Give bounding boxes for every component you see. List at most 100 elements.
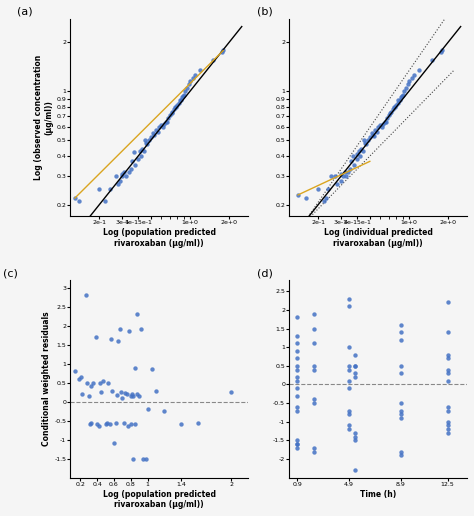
Point: [98, 388, 105, 396]
Point: [364, 136, 371, 144]
Point: [194, 418, 201, 427]
Point: [71, 194, 79, 202]
Point: [178, 93, 186, 101]
Point: [150, 131, 158, 139]
Point: [293, 347, 301, 355]
Point: [179, 92, 187, 101]
Point: [381, 118, 388, 126]
Point: [345, 407, 353, 415]
Point: [395, 96, 402, 104]
Point: [101, 197, 109, 205]
Point: [331, 172, 339, 180]
Point: [87, 382, 94, 391]
Point: [128, 390, 136, 398]
Point: [379, 120, 387, 128]
Point: [166, 111, 173, 120]
Point: [354, 155, 361, 164]
Point: [337, 177, 345, 185]
Point: [164, 118, 171, 126]
Point: [374, 123, 382, 132]
Point: [343, 172, 350, 180]
Point: [118, 394, 126, 402]
X-axis label: Log (individual predicted
rivaroxaban (µg/ml)): Log (individual predicted rivaroxaban (µ…: [324, 228, 433, 248]
Point: [444, 354, 451, 362]
Point: [189, 74, 197, 83]
Point: [95, 422, 103, 430]
Point: [391, 103, 399, 111]
Point: [177, 96, 185, 104]
Point: [176, 96, 183, 104]
Point: [345, 422, 353, 430]
Point: [322, 194, 330, 202]
Point: [392, 101, 400, 109]
Point: [75, 375, 82, 383]
Point: [368, 130, 376, 138]
Point: [112, 172, 120, 180]
Point: [155, 128, 162, 136]
Point: [354, 150, 361, 158]
Point: [399, 91, 407, 99]
Point: [437, 47, 444, 56]
Point: [127, 392, 135, 400]
Point: [385, 111, 392, 120]
Point: [345, 362, 353, 370]
Point: [327, 172, 335, 180]
Point: [83, 379, 91, 387]
Text: (b): (b): [257, 7, 273, 17]
Point: [147, 133, 155, 141]
Point: [428, 56, 436, 64]
Point: [366, 133, 374, 141]
Point: [106, 421, 114, 429]
Point: [129, 392, 137, 400]
Point: [142, 455, 150, 463]
Point: [444, 377, 451, 385]
Y-axis label: Log (observed concentration
(µg/ml)): Log (observed concentration (µg/ml)): [34, 55, 54, 180]
Point: [310, 325, 318, 333]
X-axis label: Log (population predicted
rivaroxaban (µg/ml)): Log (population predicted rivaroxaban (µ…: [103, 228, 216, 248]
Point: [138, 145, 146, 153]
Point: [136, 147, 144, 155]
Point: [356, 152, 364, 160]
Point: [182, 87, 189, 95]
Y-axis label: Conditional weighted residuals: Conditional weighted residuals: [43, 312, 52, 446]
Point: [145, 136, 153, 144]
Point: [168, 108, 176, 117]
Point: [352, 466, 359, 474]
Point: [137, 325, 145, 333]
Point: [398, 92, 406, 101]
Point: [164, 114, 172, 122]
Point: [402, 84, 410, 92]
Point: [444, 365, 451, 374]
Point: [293, 440, 301, 448]
Point: [314, 185, 322, 193]
Point: [293, 340, 301, 348]
Point: [294, 191, 302, 199]
Point: [391, 103, 398, 111]
Point: [352, 373, 359, 381]
Point: [333, 180, 341, 188]
Point: [387, 108, 395, 117]
Point: [127, 421, 135, 429]
Point: [408, 74, 416, 83]
Point: [109, 387, 116, 395]
Point: [118, 170, 126, 178]
Point: [310, 395, 318, 404]
Point: [293, 402, 301, 411]
Point: [134, 310, 141, 318]
Point: [339, 172, 346, 180]
Point: [345, 384, 353, 392]
Point: [129, 455, 137, 463]
Point: [172, 103, 180, 111]
Point: [293, 377, 301, 385]
Point: [349, 152, 356, 160]
Point: [139, 455, 147, 463]
Point: [170, 105, 178, 113]
Point: [310, 362, 318, 370]
Point: [310, 310, 318, 318]
Point: [197, 66, 204, 74]
Point: [117, 177, 124, 185]
Point: [410, 71, 418, 79]
Point: [118, 172, 126, 180]
Point: [173, 101, 181, 109]
Point: [397, 451, 405, 459]
